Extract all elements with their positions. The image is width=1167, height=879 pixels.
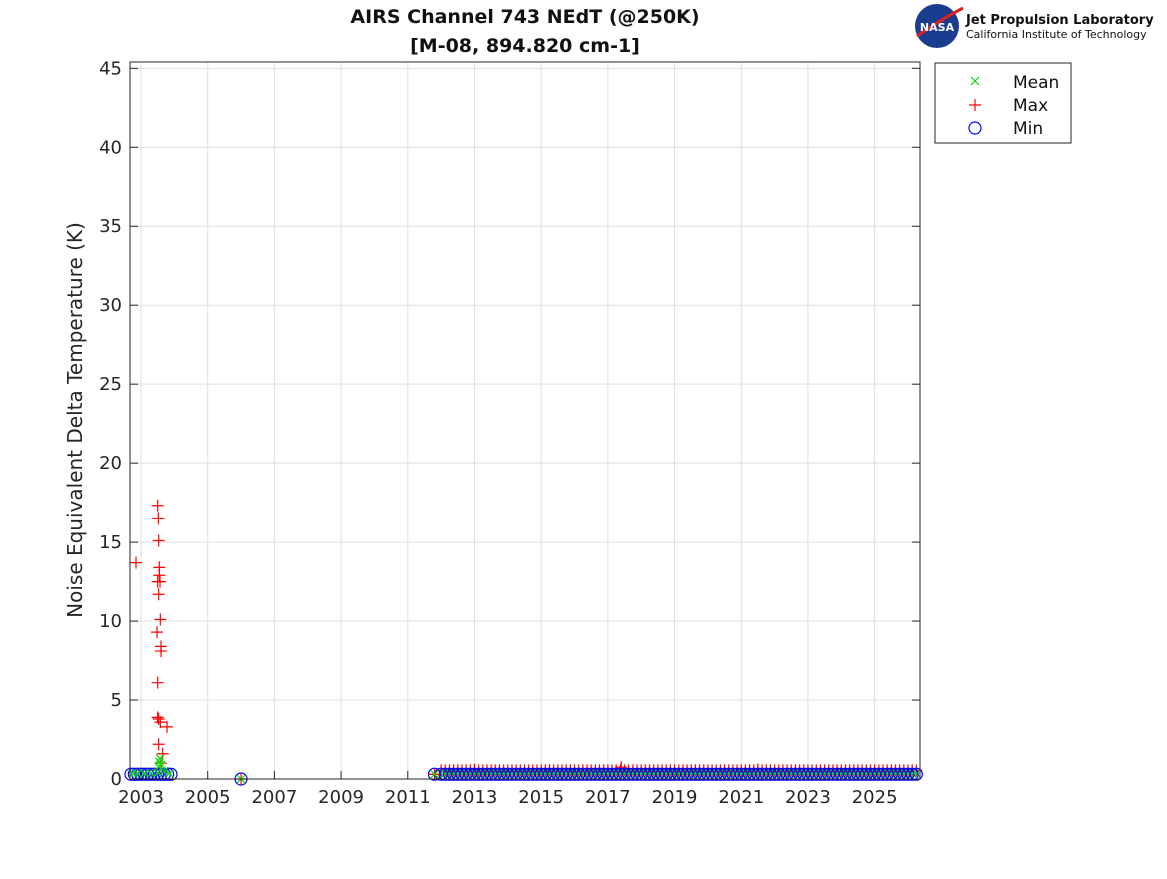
min-point [134, 767, 148, 781]
max-point [154, 613, 167, 626]
y-tick-label: 30 [99, 295, 122, 316]
grid-lines [130, 62, 920, 780]
min-point [909, 767, 923, 781]
x-tick-label: 2009 [318, 787, 364, 808]
y-tick-label: 35 [99, 216, 122, 237]
min-point [901, 767, 915, 781]
max-point [152, 534, 165, 547]
legend-max-label: Max [1013, 96, 1048, 116]
min-point [164, 767, 178, 781]
data-marks [124, 499, 923, 786]
max-point [151, 676, 164, 689]
y-tick-label: 25 [99, 374, 122, 395]
legend-box [934, 62, 1072, 144]
y-tick-label: 0 [111, 769, 122, 790]
x-tick-label: 2019 [652, 787, 698, 808]
jpl-logo: NASA Jet Propulsion Laboratory Californi… [915, 4, 1154, 48]
max-point [161, 720, 174, 733]
x-tick-label: 2005 [185, 787, 231, 808]
tick-labels: 2003 2005 2007 2009 2011 2013 2015 2017 2019 2021… [99, 58, 897, 808]
legend-mean-label: Mean [1013, 73, 1059, 93]
legend-min-label: Min [1013, 119, 1043, 139]
max-point [130, 556, 143, 569]
jpl-org-name: Jet Propulsion Laboratory [965, 13, 1154, 28]
legend-max-marker-icon [969, 99, 981, 111]
mean-point [139, 769, 149, 778]
mean-point [164, 769, 174, 778]
x-tick-label: 2011 [385, 787, 431, 808]
y-tick-label: 20 [99, 453, 122, 474]
max-point [152, 512, 165, 525]
jpl-institution: California Institute of Technology [966, 28, 1147, 41]
y-tick-label: 15 [99, 532, 122, 553]
max-point [154, 575, 167, 588]
max-point [152, 588, 165, 601]
x-tick-label: 2007 [251, 787, 297, 808]
legend: Mean Max Min [934, 62, 1072, 144]
y-axis-label: Noise Equivalent Delta Temperature (K) [63, 222, 87, 618]
mean-point [156, 760, 166, 770]
min-point [905, 767, 919, 781]
x-tick-label: 2003 [118, 787, 164, 808]
x-tick-label: 2015 [518, 787, 564, 808]
nasa-emblem-text: NASA [920, 21, 955, 34]
max-point [152, 712, 165, 725]
max-point [151, 711, 164, 724]
x-tick-label: 2021 [718, 787, 764, 808]
max-point [153, 569, 166, 582]
min-point [127, 767, 141, 781]
mean-point [430, 769, 439, 779]
x-tick-label: 2023 [785, 787, 831, 808]
min-point [141, 767, 155, 781]
x-tick-label: 2025 [852, 787, 898, 808]
x-tick-label: 2017 [585, 787, 631, 808]
x-tick-label: 2013 [452, 787, 498, 808]
y-tick-label: 45 [99, 58, 122, 79]
legend-min-marker-icon [968, 121, 982, 135]
mean-point [133, 769, 143, 778]
chart-title-line1: AIRS Channel 743 NEdT (@250K) [350, 6, 699, 28]
chart-title-line2: [M-08, 894.820 cm-1] [410, 35, 640, 57]
y-tick-label: 5 [111, 690, 122, 711]
max-point [151, 626, 164, 639]
max-point [151, 499, 164, 512]
mean-point [159, 766, 169, 776]
axes-box [129, 61, 921, 780]
y-tick-label: 10 [99, 611, 122, 632]
max-point [154, 716, 167, 729]
max-point [155, 645, 168, 658]
legend-mean-marker-icon [970, 76, 980, 86]
max-point [152, 738, 165, 751]
y-tick-label: 40 [99, 137, 122, 158]
